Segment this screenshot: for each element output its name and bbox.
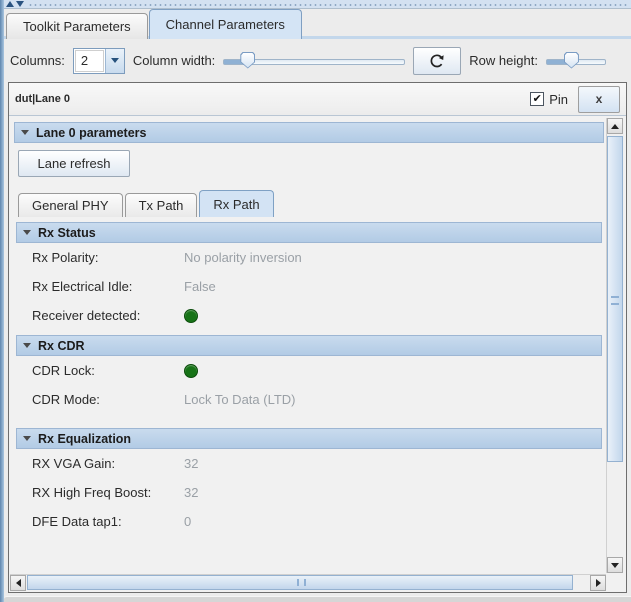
collapse-arrow-icon (23, 436, 31, 441)
lane-panel-body: Lane 0 parameters Lane refresh General P… (10, 116, 608, 575)
refresh-button[interactable] (413, 46, 462, 75)
horizontal-scrollbar[interactable] (10, 574, 606, 591)
lane-parameters-section-header[interactable]: Lane 0 parameters (14, 122, 604, 143)
param-row-cdr-lock: CDR Lock: (10, 356, 608, 385)
rx-status-section-header[interactable]: Rx Status (16, 222, 602, 243)
param-row-cdr-mode: CDR Mode: Lock To Data (LTD) (10, 385, 608, 414)
refresh-icon (430, 53, 444, 67)
row-height-label: Row height: (469, 53, 538, 68)
param-row-rx-electrical-idle: Rx Electrical Idle: False (10, 272, 608, 301)
scrollbar-grip-icon (297, 579, 306, 586)
split-collapse-up-icon[interactable] (6, 1, 14, 7)
split-divider-dots (28, 2, 629, 6)
window-border (0, 0, 4, 602)
param-label: RX High Freq Boost: (32, 485, 152, 500)
columns-select[interactable]: 2 (72, 47, 125, 74)
param-value: False (184, 279, 216, 294)
param-row-receiver-detected: Receiver detected: (10, 301, 608, 330)
column-width-label: Column width: (132, 53, 216, 68)
slider-thumb[interactable] (240, 51, 256, 69)
rx-path-content: Rx Status Rx Polarity: No polarity inver… (10, 222, 608, 536)
section-title: Rx Status (38, 225, 96, 240)
arrow-left-icon (15, 579, 21, 587)
scrollbar-grip-icon (611, 296, 619, 305)
tab-toolkit-parameters[interactable]: Toolkit Parameters (6, 13, 148, 39)
slider-fill (224, 59, 249, 64)
tab-rx-path[interactable]: Rx Path (199, 190, 274, 217)
vertical-scrollbar-thumb[interactable] (607, 136, 623, 462)
rx-equalization-section-header[interactable]: Rx Equalization (16, 428, 602, 449)
lane-panel: dut|Lane 0 ✔ Pin x Lane 0 parameters Lan… (8, 82, 627, 593)
param-value: Lock To Data (LTD) (184, 392, 296, 407)
param-row-rx-polarity: Rx Polarity: No polarity inversion (10, 243, 608, 272)
param-value: No polarity inversion (184, 250, 302, 265)
param-row-rx-vga-gain: RX VGA Gain: 32 (10, 449, 608, 478)
param-label: CDR Lock: (32, 363, 95, 378)
scroll-down-button[interactable] (607, 557, 623, 573)
arrow-right-icon (595, 579, 601, 587)
bottom-panel-edge (4, 596, 631, 602)
vertical-scrollbar[interactable] (606, 118, 624, 573)
collapse-arrow-icon (21, 130, 29, 135)
slider-thumb[interactable] (563, 51, 579, 69)
scroll-right-button[interactable] (590, 575, 606, 591)
tab-channel-parameters[interactable]: Channel Parameters (148, 9, 302, 39)
lane-panel-header: dut|Lane 0 ✔ Pin x (9, 83, 626, 116)
tab-tx-path[interactable]: Tx Path (124, 193, 198, 217)
slider-fill (546, 59, 572, 64)
green-led-icon (184, 363, 198, 378)
arrow-up-icon (611, 123, 619, 129)
lane-refresh-button[interactable]: Lane refresh (18, 150, 130, 177)
param-label: Rx Electrical Idle: (32, 279, 133, 294)
param-row-rx-high-freq-boost: RX High Freq Boost: 32 (10, 478, 608, 507)
phy-tabbar: General PHY Tx Path Rx Path (18, 190, 608, 217)
tabbar-underline (4, 36, 631, 39)
param-label: RX VGA Gain: (32, 456, 116, 471)
split-collapse-down-icon[interactable] (16, 1, 24, 7)
close-button[interactable]: x (578, 85, 620, 113)
split-divider[interactable] (0, 0, 631, 9)
arrow-down-icon (611, 562, 619, 568)
column-width-slider[interactable] (223, 51, 406, 71)
chevron-down-icon (110, 58, 119, 63)
collapse-arrow-icon (23, 230, 31, 235)
param-value: 0 (184, 514, 192, 529)
pin-checkbox-wrap[interactable]: ✔ Pin (530, 92, 568, 107)
toolbar: Columns: 2 Column width: Row height: (4, 39, 631, 82)
horizontal-scrollbar-thumb[interactable] (27, 575, 573, 590)
columns-label: Columns: (10, 53, 65, 68)
param-label: Receiver detected: (32, 308, 141, 323)
row-height-slider[interactable] (545, 51, 606, 71)
scroll-left-button[interactable] (10, 575, 26, 591)
pin-label: Pin (549, 91, 568, 107)
param-label: DFE Data tap1: (32, 514, 122, 529)
param-label: CDR Mode: (32, 392, 100, 407)
section-title: Rx Equalization (38, 431, 132, 446)
top-tabbar: Toolkit Parameters Channel Parameters (6, 8, 303, 39)
columns-dropdown-button[interactable] (104, 48, 124, 73)
columns-selected-value: 2 (74, 49, 104, 72)
panel-title: dut|Lane 0 (15, 93, 71, 105)
section-title: Rx CDR (38, 338, 85, 353)
pin-checkbox[interactable]: ✔ (530, 92, 545, 106)
collapse-arrow-icon (23, 343, 31, 348)
param-label: Rx Polarity: (32, 250, 99, 265)
param-value: 32 (184, 485, 199, 500)
slider-track[interactable] (223, 58, 406, 65)
rx-cdr-section-header[interactable]: Rx CDR (16, 335, 602, 356)
green-led-icon (184, 308, 198, 323)
param-row-dfe-data-tap1: DFE Data tap1: 0 (10, 507, 608, 536)
section-title: Lane 0 parameters (36, 125, 147, 140)
tab-general-phy[interactable]: General PHY (18, 193, 123, 217)
param-value: 32 (184, 456, 199, 471)
scroll-up-button[interactable] (607, 118, 623, 134)
